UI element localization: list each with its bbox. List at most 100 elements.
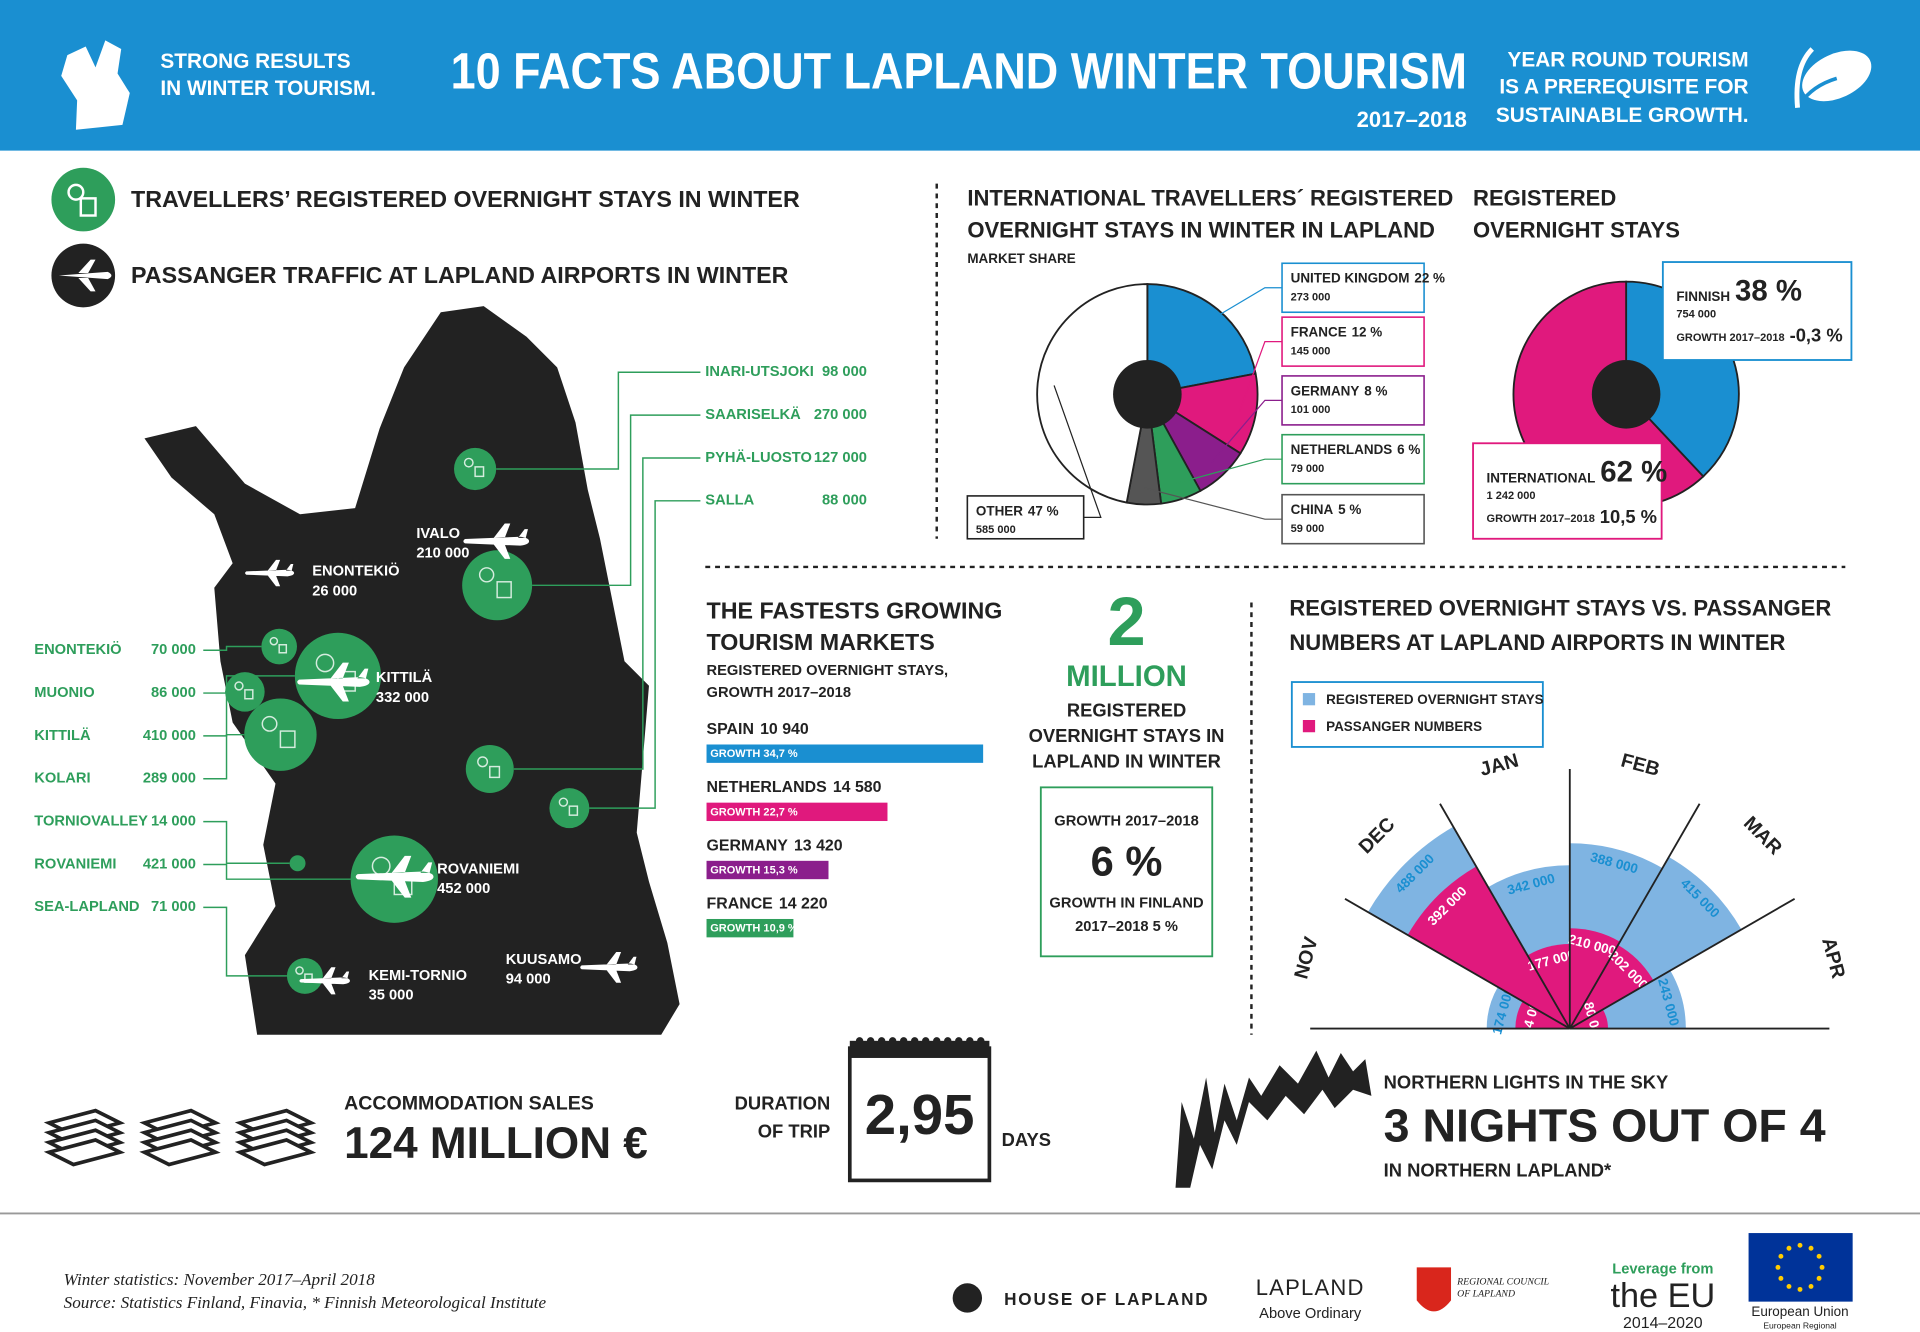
- eu-star: [1816, 1275, 1822, 1281]
- period: 2017–2018: [1357, 107, 1467, 132]
- calendar-ring: [900, 1037, 908, 1045]
- calendar-ring: [877, 1037, 886, 1045]
- big-unit: MILLION: [1066, 660, 1187, 693]
- key-icon: [558, 797, 569, 807]
- connector: [203, 863, 351, 880]
- growth-bar: [706, 744, 984, 763]
- key-icon: [295, 966, 304, 975]
- logo-text: REGIONAL COUNCIL: [1456, 1276, 1549, 1287]
- aurora-icon: [1175, 1050, 1372, 1188]
- slice-name: NETHERLANDS: [1291, 442, 1393, 457]
- eu-star: [1819, 1264, 1825, 1270]
- logo-text: European Regional: [1763, 1320, 1836, 1330]
- million-text: REGISTERED: [1067, 699, 1186, 720]
- legend-box: [1290, 681, 1544, 748]
- leaf-icon: [1794, 47, 1872, 108]
- label-box: [1281, 433, 1425, 485]
- big-number: 2: [1107, 583, 1145, 660]
- connector: [203, 645, 262, 651]
- stay-name: MUONIO: [34, 685, 94, 701]
- key-icon: [474, 466, 485, 478]
- pie-hole: [1591, 359, 1661, 429]
- stay-name: KITTILÄ: [34, 727, 91, 744]
- stay-value: 71 000: [151, 899, 196, 915]
- divider: [1344, 897, 1571, 1030]
- logo-text: OF LAPLAND: [1457, 1289, 1515, 1300]
- wedge: [1569, 945, 1654, 1029]
- stay-name: ENONTEKIÖ: [34, 641, 121, 658]
- stay-value: 289 000: [143, 771, 196, 787]
- logo-text: the EU: [1610, 1277, 1715, 1315]
- slice-share: 12 %: [1352, 325, 1383, 340]
- footer-note: Source: Statistics Finland, Finavia, * F…: [64, 1293, 547, 1312]
- stat-note: IN NORTHERN LAPLAND*: [1384, 1160, 1612, 1181]
- connector: [203, 733, 245, 780]
- month-label: JAN: [1477, 750, 1521, 781]
- finland-icon: [61, 40, 130, 130]
- key-icon: [279, 730, 296, 749]
- key-icon: [278, 644, 288, 654]
- slice-name: GERMANY: [1291, 383, 1360, 398]
- subtitle: MARKET SHARE: [967, 251, 1075, 266]
- segment-stays: 1 242 000: [1487, 490, 1536, 502]
- wedge: [1407, 866, 1570, 1029]
- logo-text: 2014–2020: [1623, 1315, 1703, 1332]
- slice-name: FRANCE: [1291, 325, 1347, 340]
- connector: [203, 906, 287, 977]
- connector: [496, 371, 701, 470]
- money-icon: [43, 1138, 126, 1167]
- slice-share: 8 %: [1364, 383, 1387, 398]
- stay-value: 127 000: [814, 450, 867, 466]
- market-stays: 13 420: [794, 837, 843, 854]
- connector: [203, 675, 295, 737]
- market-name: SPAIN: [707, 721, 754, 738]
- slice-share: 5 %: [1338, 502, 1361, 517]
- month-label: MAR: [1739, 812, 1786, 859]
- separators: [705, 183, 1846, 1035]
- slice-share: 6 %: [1397, 442, 1420, 457]
- segment-growth: -0,3 %: [1790, 325, 1843, 346]
- connector: [203, 691, 228, 694]
- lapland-map: [144, 306, 680, 1035]
- segment-share: 38 %: [1735, 274, 1802, 307]
- stay-value: 421 000: [143, 856, 196, 872]
- month-label: DEC: [1355, 813, 1400, 858]
- connector: [1053, 385, 1102, 518]
- airport-plane: [297, 662, 370, 702]
- month-label: NOV: [1290, 935, 1322, 982]
- connector: [1176, 458, 1283, 484]
- stay-name: SALLA: [705, 493, 754, 509]
- wedge: [1527, 944, 1570, 1029]
- month-label: FEB: [1619, 750, 1663, 781]
- slice-name: UNITED KINGDOM: [1291, 271, 1410, 286]
- key-icon: [477, 756, 489, 768]
- stat-label: DURATION: [735, 1092, 831, 1113]
- segment-growth-title: GROWTH 2017–2018: [1487, 513, 1595, 525]
- legend-swatch: [1302, 693, 1316, 706]
- logo-text: HOUSE OF LAPLAND: [1004, 1289, 1209, 1309]
- subtitle: REGISTERED OVERNIGHT STAYS,: [707, 663, 949, 679]
- slice-stays: 59 000: [1291, 523, 1325, 535]
- key-icon: [261, 715, 278, 732]
- logo-text: LAPLAND: [1256, 1275, 1365, 1300]
- eu-star: [1816, 1253, 1822, 1259]
- key-icon: [315, 653, 335, 673]
- section-title: TOURISM MARKETS: [707, 629, 935, 655]
- legend-label: TRAVELLERS’ REGISTERED OVERNIGHT STAYS I…: [131, 186, 800, 212]
- market-name: GERMANY: [707, 837, 789, 854]
- stat-label: NORTHERN LIGHTS IN THE SKY: [1384, 1072, 1669, 1093]
- stay-name: INARI-UTSJOKI: [705, 364, 814, 380]
- growth-value: 6 %: [1091, 837, 1163, 884]
- stay-value: 14 000: [151, 814, 196, 830]
- council-shield: [1416, 1267, 1452, 1312]
- eu-star: [1786, 1245, 1792, 1251]
- stat-value: 124 MILLION €: [344, 1119, 648, 1168]
- money-icon: [234, 1138, 317, 1167]
- stay-value: 86 000: [151, 685, 196, 701]
- stay-value: 70 000: [151, 642, 196, 658]
- money-icon: [139, 1138, 221, 1167]
- airport-plane: [355, 855, 434, 898]
- stat-unit: DAYS: [1002, 1129, 1051, 1150]
- section-title: REGISTERED: [1473, 185, 1616, 210]
- growth-bar: [706, 802, 888, 822]
